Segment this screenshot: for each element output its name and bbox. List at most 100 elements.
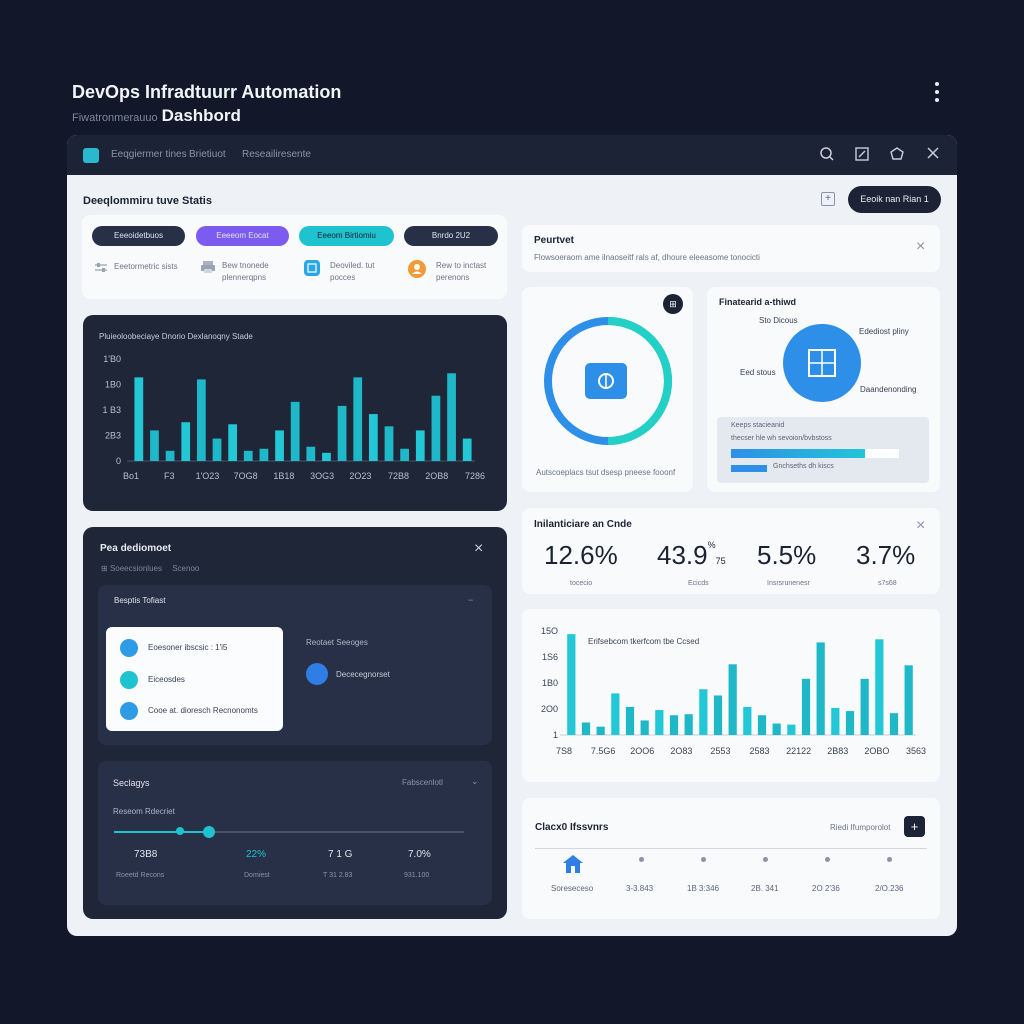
status-pill-1[interactable]: Eeeoidetbuos	[92, 226, 185, 246]
status-pill-3[interactable]: Eeeom Birtiomiu	[299, 226, 394, 246]
resource-list-item-1[interactable]: Eoesoner ibscsic : 1'i5	[148, 643, 228, 652]
breadcrumb-item-2[interactable]: Scenoo	[172, 564, 200, 573]
cluster-node-4[interactable]	[763, 857, 768, 862]
bar[interactable]	[772, 723, 781, 735]
bar[interactable]	[875, 639, 884, 735]
bar[interactable]	[447, 373, 456, 461]
bar[interactable]	[368, 414, 378, 461]
bar[interactable]	[567, 634, 576, 735]
deploy-icon[interactable]	[306, 663, 328, 685]
settings-icon[interactable]	[888, 146, 906, 164]
titlebar-tab-2[interactable]: Brietiuot	[189, 149, 226, 160]
status-pill-2[interactable]: Eeeeom Eocat	[196, 226, 289, 246]
pea-panel-title: Pea dediomoet	[100, 543, 172, 554]
home-icon[interactable]	[562, 854, 584, 874]
bar[interactable]	[699, 689, 708, 735]
bar[interactable]	[684, 714, 693, 735]
settings-chevron-icon[interactable]: ⌄	[471, 776, 479, 786]
x-tick-label: 2OBO	[864, 746, 889, 756]
bar[interactable]	[831, 707, 840, 735]
slider-track[interactable]	[114, 826, 464, 838]
bar[interactable]	[860, 678, 869, 735]
bar[interactable]	[669, 715, 679, 735]
bar[interactable]	[134, 377, 144, 461]
kebab-menu-icon[interactable]	[930, 80, 944, 104]
bar[interactable]	[290, 401, 300, 461]
export-icon[interactable]	[853, 146, 871, 164]
bar[interactable]	[228, 424, 238, 461]
bar[interactable]	[275, 430, 284, 461]
bar[interactable]	[904, 665, 913, 735]
infra-legend-label: Gnchseths dh kiscs	[773, 463, 834, 470]
bar[interactable]	[353, 377, 363, 461]
efficiency-chart-card: 15O 1S6 1B0 2O0 1 7S8 7.5G6 2OO6 2O83 2553 2583 221…	[522, 609, 940, 782]
cluster-node-2[interactable]	[639, 857, 644, 862]
bar[interactable]	[196, 379, 206, 461]
bar[interactable]	[596, 726, 605, 735]
bar[interactable]	[728, 664, 737, 735]
bar[interactable]	[306, 446, 316, 461]
product-close-icon[interactable]: ×	[916, 238, 926, 255]
status-item-3-line2: pocces	[330, 273, 356, 282]
x-tick-label: Bo1	[123, 471, 139, 481]
bar[interactable]	[322, 452, 331, 461]
bar[interactable]	[150, 430, 159, 461]
infra-progress-track	[731, 449, 899, 458]
infra-label-1: Sto Dicous	[759, 316, 798, 325]
bar[interactable]	[165, 450, 175, 461]
resource-list-item-3[interactable]: Cooe at. dioresch Recnonomts	[148, 706, 258, 715]
bar[interactable]	[743, 706, 752, 735]
subcard-collapse-icon[interactable]: −	[468, 595, 474, 605]
stat-label-4: 931.100	[404, 872, 430, 879]
product-subtitle: Flowsoeraom ame ilnaoseitf rals af, dhou…	[534, 253, 760, 262]
settings-subcard: Seclagys Fabscenlotl ⌄ Reseom Rdecriet 7…	[98, 761, 492, 905]
bar[interactable]	[431, 395, 441, 461]
slider-handle[interactable]	[202, 826, 215, 838]
add-widget-icon[interactable]: +	[821, 192, 835, 206]
bar[interactable]	[640, 720, 649, 735]
infra-code-close-icon[interactable]: ×	[916, 517, 926, 534]
y-tick-label: 1	[553, 730, 558, 740]
cube-icon	[783, 324, 861, 402]
bar[interactable]	[181, 422, 191, 461]
besptis-subcard: Besptis Tofiast − Eoesoner ibscsic : 1'i…	[98, 585, 492, 745]
infra-box-label: Keeps stacieanid	[731, 422, 785, 429]
bar[interactable]	[243, 450, 253, 461]
bar[interactable]	[625, 706, 635, 735]
breadcrumb-item-1[interactable]: Soeecsionlues	[109, 564, 162, 573]
bar[interactable]	[655, 710, 664, 735]
bar[interactable]	[400, 448, 410, 461]
bar[interactable]	[889, 713, 899, 735]
bar[interactable]	[611, 693, 620, 735]
titlebar-tab-3[interactable]: Reseailiresente	[242, 149, 311, 160]
bar[interactable]	[581, 722, 591, 735]
bar[interactable]	[713, 695, 723, 735]
cluster-node-3[interactable]	[701, 857, 706, 862]
cluster-node-5[interactable]	[825, 857, 830, 862]
bar[interactable]	[757, 715, 767, 735]
bar[interactable]	[337, 405, 347, 461]
infra-legend-swatch	[731, 465, 767, 472]
bar[interactable]	[816, 642, 825, 735]
pea-panel-close-icon[interactable]: ×	[474, 540, 484, 557]
bar[interactable]	[259, 448, 269, 461]
bar[interactable]	[801, 678, 811, 735]
bar[interactable]	[845, 711, 855, 735]
resource-list-item-2[interactable]: Eiceosdes	[148, 675, 185, 684]
close-icon[interactable]	[924, 146, 942, 164]
side-item[interactable]: Dececegnorset	[336, 670, 390, 679]
donut-menu-icon[interactable]: ⊞	[663, 294, 683, 314]
bar[interactable]	[415, 430, 425, 461]
titlebar-tab-1[interactable]: Eeqgiermer tines	[111, 149, 187, 160]
search-icon[interactable]	[818, 146, 836, 164]
cluster-node-6[interactable]	[887, 857, 892, 862]
infra-box-line: thecser hle wh sevoion/bvbstoss	[731, 435, 832, 442]
bar[interactable]	[787, 724, 796, 735]
bar[interactable]	[212, 438, 222, 461]
bar[interactable]	[384, 426, 394, 461]
status-pill-4[interactable]: Bnrdo 2U2	[404, 226, 498, 246]
deployment-status-card: Eeeoidetbuos Eeeeom Eocat Eeeom Birtiomi…	[82, 215, 507, 299]
bar[interactable]	[462, 438, 472, 461]
cluster-add-button[interactable]: +	[904, 816, 925, 837]
primary-action-button[interactable]: Eeoik nan Rian 1	[848, 186, 941, 213]
